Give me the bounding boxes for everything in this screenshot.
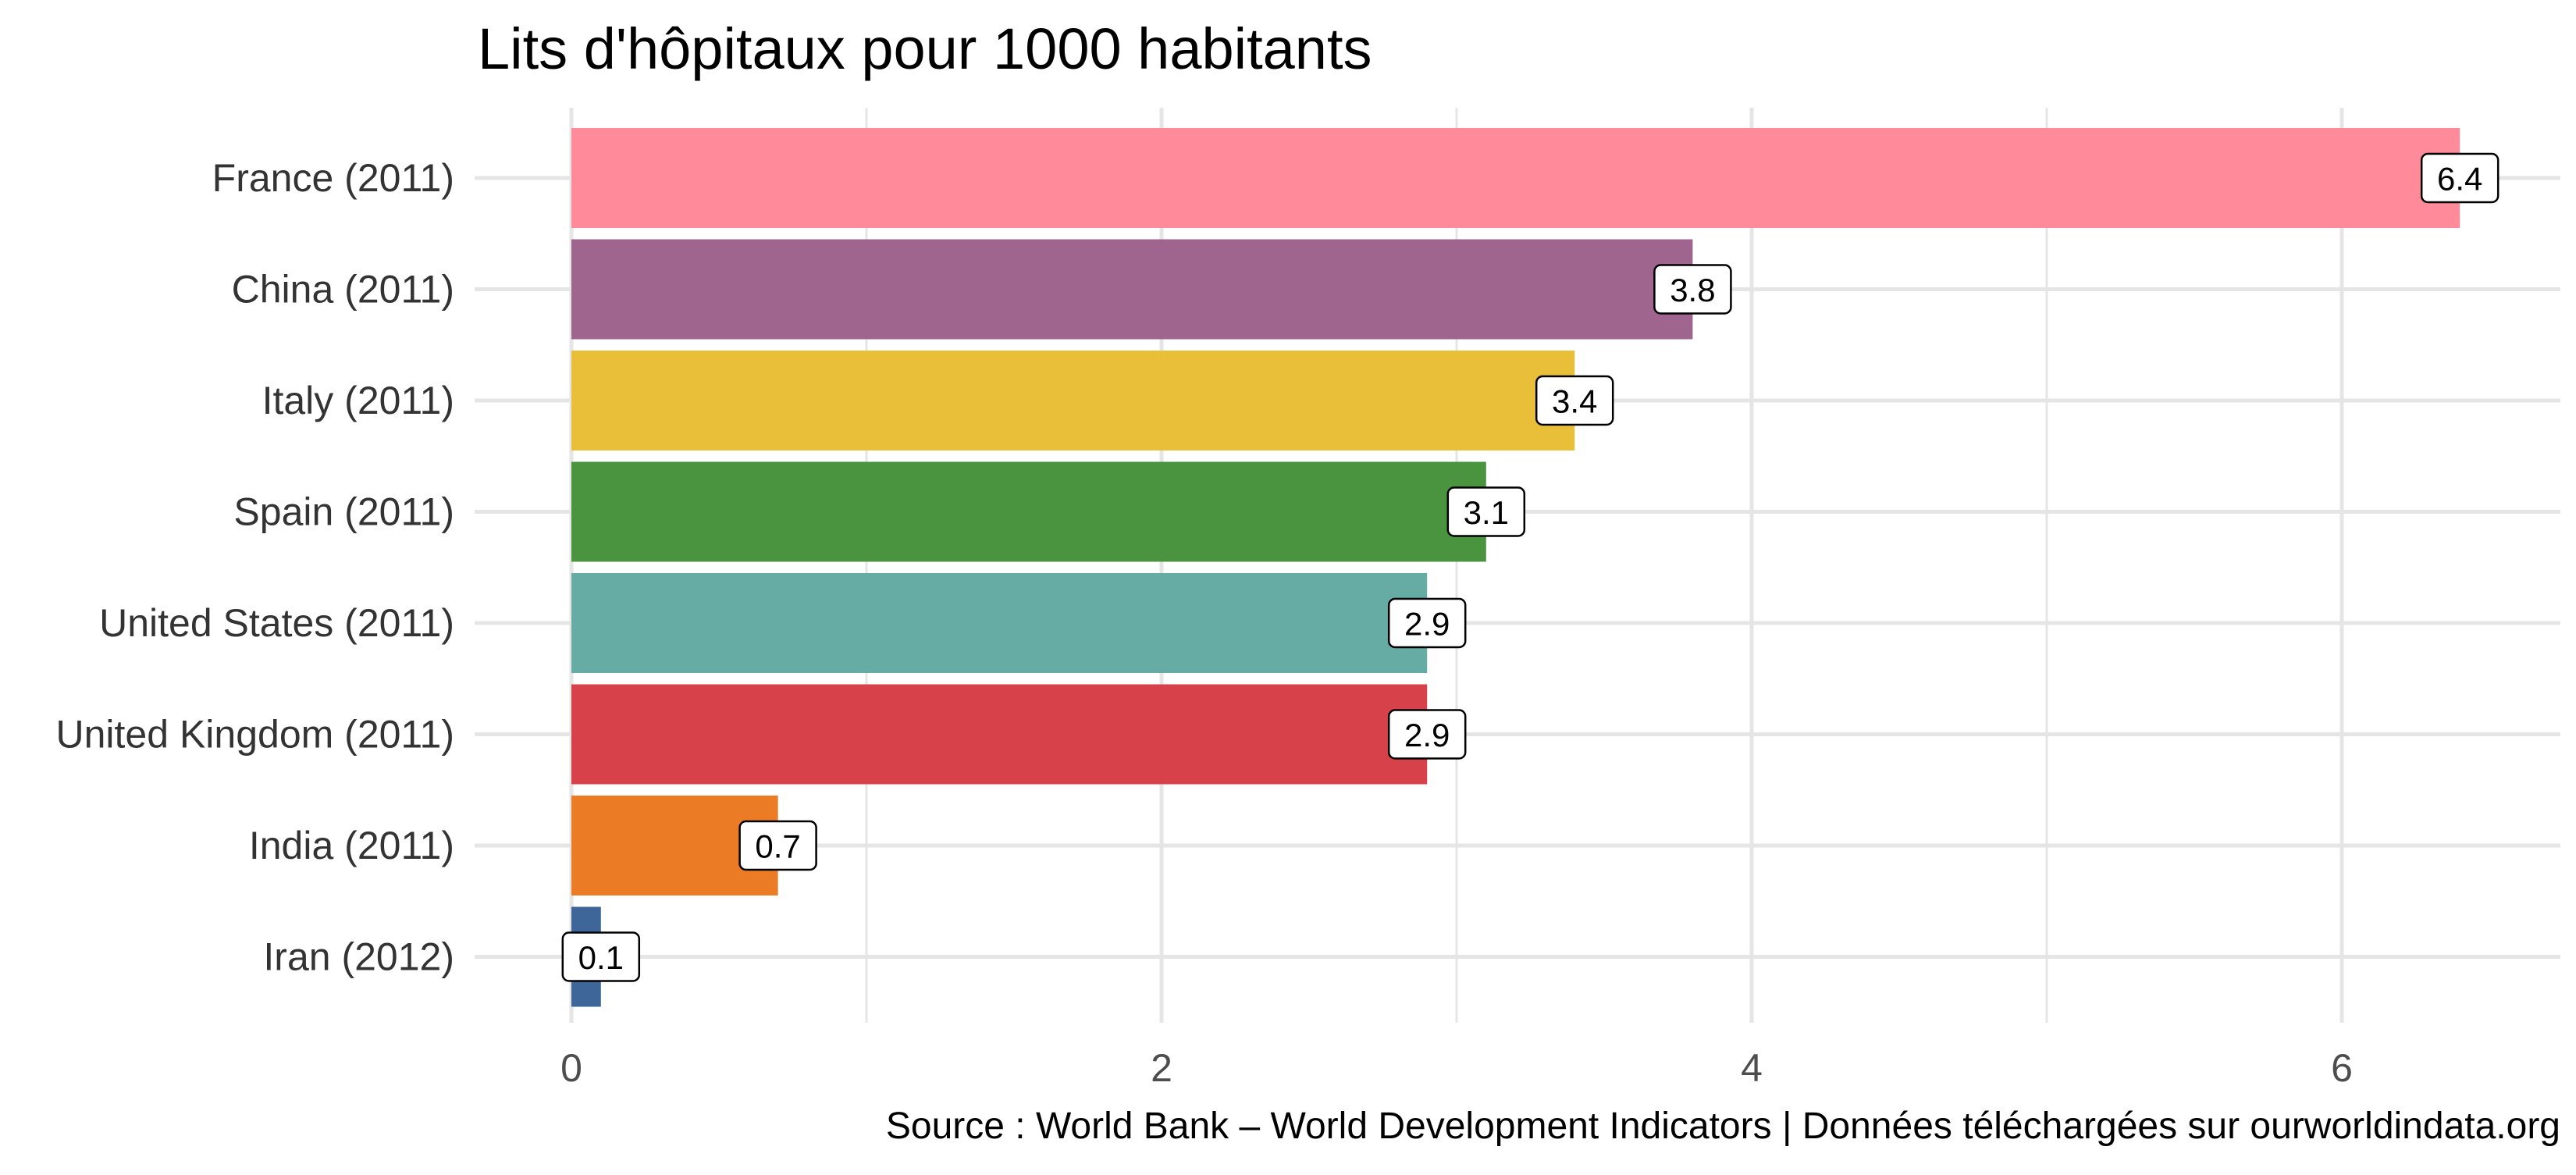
bar <box>571 239 1693 340</box>
data-label-text: 2.9 <box>1404 717 1450 753</box>
category-label: China (2011) <box>232 268 454 312</box>
category-label: Italy (2011) <box>262 379 454 422</box>
x-tick-label: 2 <box>1151 1046 1172 1090</box>
category-label: Iran (2012) <box>263 935 454 979</box>
data-label-box <box>561 931 641 982</box>
category-axis-labels: France (2011) China (2011) Italy (2011) Spa… <box>56 156 454 979</box>
bar <box>571 461 1486 562</box>
data-label-text: 2.9 <box>1404 606 1450 643</box>
data-label-text: 0.7 <box>755 828 800 865</box>
data-label: 3.1 <box>1446 486 1526 537</box>
category-label: Spain (2011) <box>233 490 454 534</box>
data-label: 0.7 <box>738 820 817 871</box>
data-label-text: 3.1 <box>1464 494 1509 531</box>
bar <box>571 351 1575 450</box>
category-label: France (2011) <box>212 156 454 200</box>
data-label: 2.9 <box>1387 597 1467 649</box>
data-label: 3.4 <box>1535 375 1614 426</box>
x-tick-label: 4 <box>1741 1046 1763 1090</box>
category-label: United States (2011) <box>99 601 454 645</box>
chart-caption: Source : World Bank – World Development … <box>886 1106 2560 1147</box>
chart-title: Lits d'hôpitaux pour 1000 habitants <box>478 16 1372 81</box>
bar <box>571 573 1428 673</box>
data-label: 6.4 <box>2420 152 2500 204</box>
data-label: 3.8 <box>1653 264 1732 315</box>
data-label-text: 3.4 <box>1552 383 1597 420</box>
data-label-box <box>1387 709 1467 760</box>
category-label: India (2011) <box>249 824 454 867</box>
category-label: United Kingdom (2011) <box>56 713 454 757</box>
data-label-text: 0.1 <box>578 939 624 976</box>
data-label-text: 3.8 <box>1670 272 1715 308</box>
bars <box>571 128 2460 1007</box>
x-tick-label: 0 <box>560 1046 582 1090</box>
bar <box>571 128 2460 228</box>
bar <box>571 684 1428 785</box>
data-label-box <box>738 820 817 871</box>
data-label: 0.1 <box>561 931 641 982</box>
data-labels: 6.4 3.8 3.4 3.1 2.9 2.9 0.7 0.1 <box>561 152 2500 982</box>
x-tick-label: 6 <box>2331 1046 2353 1090</box>
value-axis-ticks: 0 2 4 6 <box>560 1046 2353 1090</box>
data-label-box <box>1535 375 1614 426</box>
data-label-box <box>1387 597 1467 649</box>
data-label-text: 6.4 <box>2437 161 2482 198</box>
data-label-box <box>1446 486 1526 537</box>
data-label: 2.9 <box>1387 709 1467 760</box>
data-label-box <box>1653 264 1732 315</box>
data-label-box <box>2420 152 2500 204</box>
